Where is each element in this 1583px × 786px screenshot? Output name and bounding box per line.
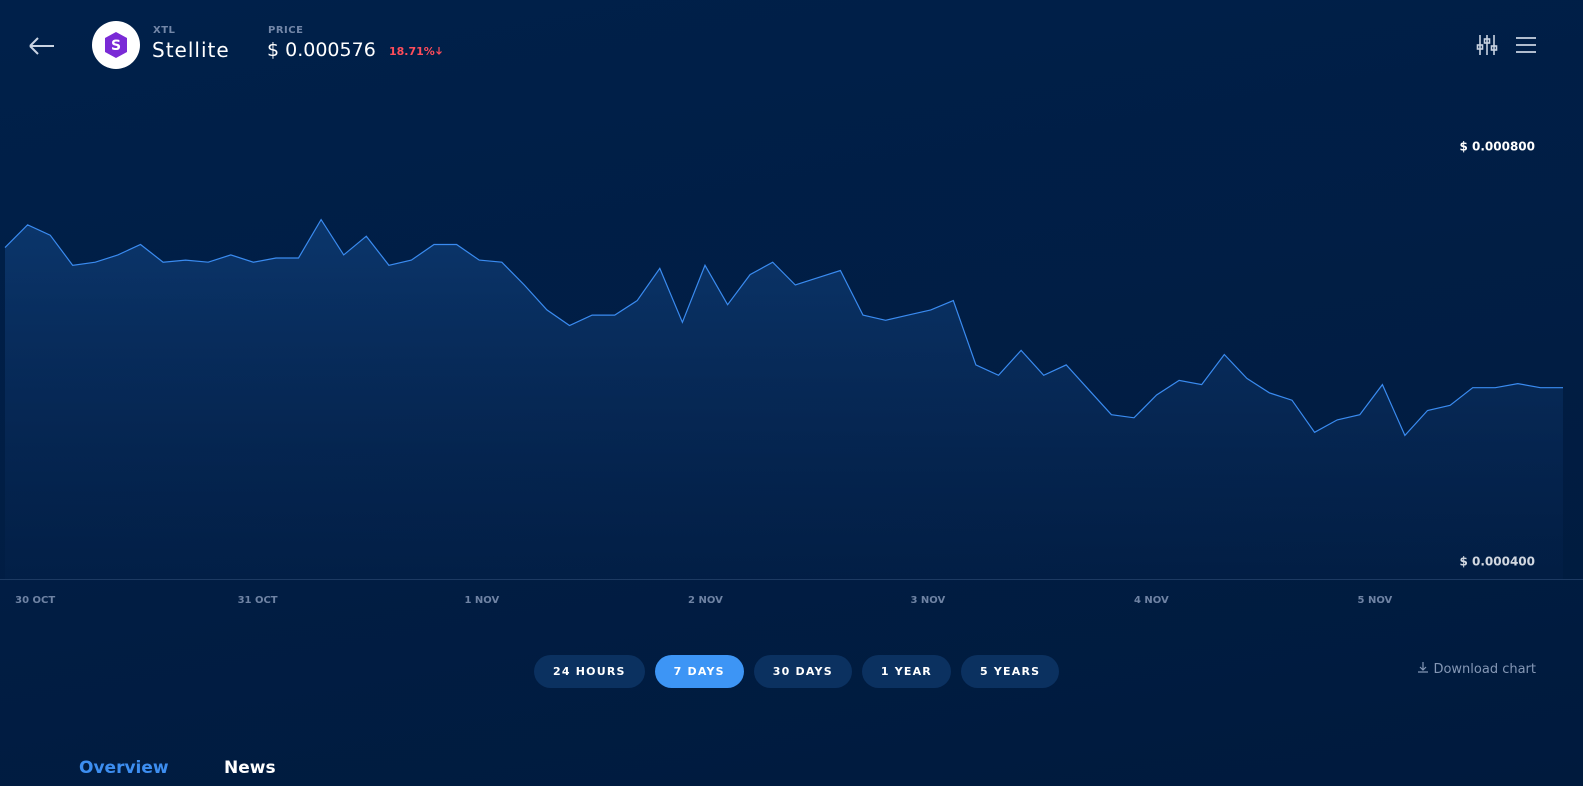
x-tick-label: 31 OCT [238,595,278,606]
settings-icon[interactable] [1476,33,1498,57]
x-tick-label: 4 NOV [1134,595,1169,606]
range-button[interactable]: 1 YEAR [861,655,951,688]
y-tick-label: $ 0.000800 [1459,140,1535,154]
coin-symbol: XTL [153,25,176,36]
price-label: PRICE [268,25,304,36]
menu-icon[interactable] [1516,36,1536,54]
coin-logo: S [92,21,140,69]
download-chart[interactable]: Download chart [1417,661,1536,677]
price-change: 18.71% [389,45,443,58]
back-button[interactable] [28,36,56,56]
tab[interactable]: Overview [79,758,169,778]
price: $ 0.000576 [267,39,376,61]
download-text: Download chart [1433,662,1536,677]
x-tick-label: 3 NOV [910,595,945,606]
range-button[interactable]: 5 YEARS [960,655,1060,688]
range-selector: 24 HOURS 7 DAYS 30 DAYS 1 YEAR 5 YEARS [534,655,1060,688]
download-icon [1418,662,1429,673]
x-tick-label: 2 NOV [688,595,723,606]
change-value: 18.71% [389,45,435,58]
range-button[interactable]: 7 DAYS [654,655,744,688]
range-button[interactable]: 30 DAYS [753,655,852,688]
price-line [4,218,1563,437]
logo-letter: S [111,38,121,54]
tab[interactable]: News [224,758,276,778]
x-tick-label: 30 OCT [15,595,55,606]
range-button[interactable]: 24 HOURS [534,655,645,688]
x-tick-label: 5 NOV [1358,595,1393,606]
price-area [5,219,1563,579]
coin-name: Stellite [152,38,230,62]
down-arrow [435,47,442,55]
x-tick-label: 1 NOV [464,595,499,606]
